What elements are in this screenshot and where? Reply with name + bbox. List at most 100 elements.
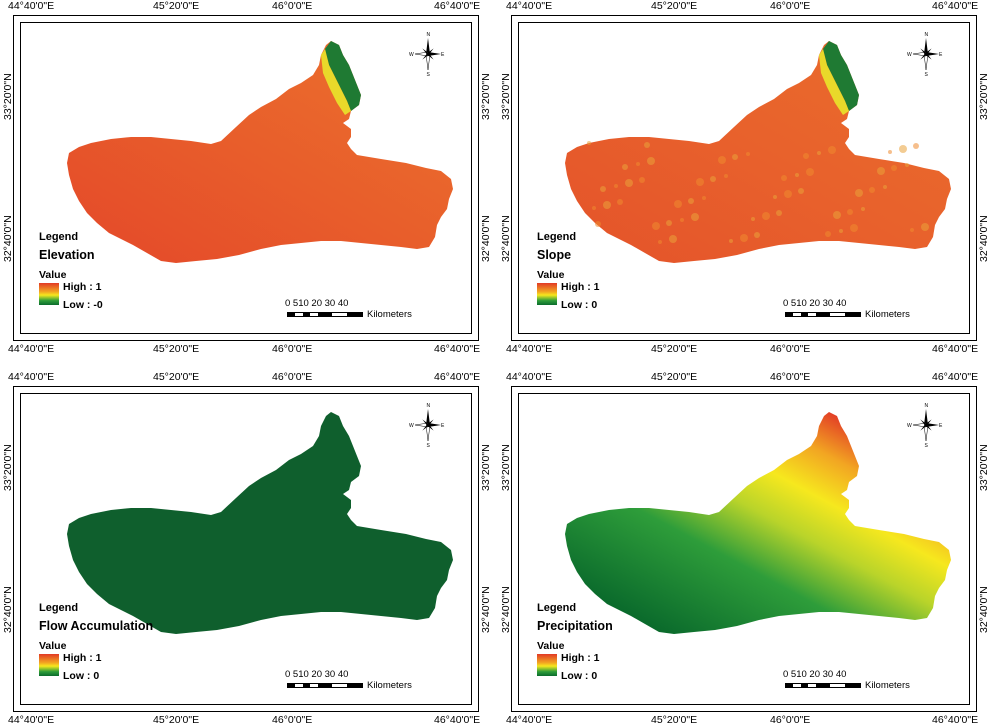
slope-texture xyxy=(658,240,662,244)
north-label: N xyxy=(925,403,929,409)
scale-bar-unit: Kilometers xyxy=(367,309,412,320)
highland-band xyxy=(823,41,859,111)
slope-texture xyxy=(905,163,909,167)
legend-value-label: Value xyxy=(39,640,67,652)
scale-bar-unit: Kilometers xyxy=(367,680,412,691)
slope-texture xyxy=(855,189,863,197)
west-label: W xyxy=(409,52,414,58)
slope-texture xyxy=(636,162,640,166)
legend-title: Legend xyxy=(537,231,577,243)
legend-low-label: Low : -0 xyxy=(63,299,103,311)
lon-label-top: 44°40'0"E xyxy=(8,0,55,12)
slope-texture xyxy=(644,142,650,148)
map-frame: N S E W Legend Slope Value High : 1 Low … xyxy=(518,22,970,334)
map-frame-outer xyxy=(511,15,977,341)
legend-high-label: High : 1 xyxy=(561,281,600,293)
scale-bar-unit: Kilometers xyxy=(865,680,910,691)
slope-texture xyxy=(691,213,699,221)
slope-texture xyxy=(825,231,831,237)
color-ramp xyxy=(39,654,59,676)
legend-title: Legend xyxy=(39,602,79,614)
north-arrow-icon: N S E W xyxy=(409,403,445,449)
legend-high-label: High : 1 xyxy=(63,652,102,664)
map-panel: 44°40'0"E 45°20'0"E 46°0'0"E 46°40'0"E 4… xyxy=(498,371,991,727)
highland-transition xyxy=(321,49,351,115)
slope-texture xyxy=(639,177,645,183)
lon-label-bottom: 46°40'0"E xyxy=(932,714,979,726)
north-arrow-icon: N S E W xyxy=(409,32,445,78)
north-arrow-icon: N S E W xyxy=(907,403,943,449)
layer-name: Elevation xyxy=(39,248,95,262)
slope-texture xyxy=(773,195,777,199)
slope-texture xyxy=(781,175,787,181)
slope-texture xyxy=(798,188,804,194)
slope-texture xyxy=(762,212,770,220)
lat-label-right: 33°20'0"N xyxy=(978,73,990,120)
lon-label-top: 45°20'0"E xyxy=(651,0,698,12)
slope-texture xyxy=(688,198,694,204)
study-area-raster xyxy=(67,41,453,263)
east-label: E xyxy=(441,52,445,58)
lon-label-top: 46°40'0"E xyxy=(932,371,979,383)
legend-value-label: Value xyxy=(537,640,565,652)
slope-texture xyxy=(833,211,841,219)
slope-texture xyxy=(647,157,655,165)
slope-texture xyxy=(614,184,618,188)
legend-high-label: High : 1 xyxy=(63,281,102,293)
legend-low-label: Low : 0 xyxy=(63,670,100,682)
slope-texture xyxy=(729,239,733,243)
slope-texture xyxy=(740,234,748,242)
south-label: S xyxy=(925,72,929,78)
slope-texture xyxy=(724,174,728,178)
slope-texture xyxy=(913,143,919,149)
slope-texture xyxy=(625,179,633,187)
scale-bar xyxy=(785,312,861,317)
west-label: W xyxy=(907,423,912,429)
layer-name: Flow Accumulation xyxy=(39,619,154,633)
lon-label-bottom: 45°20'0"E xyxy=(153,714,200,726)
north-arrow-icon: N S E W xyxy=(907,32,943,78)
slope-texture xyxy=(710,176,716,182)
slope-texture xyxy=(795,173,799,177)
map-frame-outer xyxy=(511,386,977,712)
lon-label-bottom: 46°0'0"E xyxy=(272,343,313,355)
west-label: W xyxy=(409,423,414,429)
legend-title: Legend xyxy=(39,231,79,243)
slope-texture xyxy=(592,206,596,210)
slope-texture xyxy=(877,167,885,175)
slope-texture xyxy=(669,235,677,243)
lat-label-right: 32°40'0"N xyxy=(978,586,990,633)
map-panel: 44°40'0"E 45°20'0"E 46°0'0"E 46°40'0"E 4… xyxy=(0,371,493,727)
legend-low-label: Low : 0 xyxy=(561,299,598,311)
map-frame-outer xyxy=(13,15,479,341)
scale-bar-ticks: 0 510 20 30 40 xyxy=(285,298,349,309)
lon-label-bottom: 44°40'0"E xyxy=(506,714,553,726)
lon-label-top: 46°0'0"E xyxy=(272,0,313,12)
study-area-shape xyxy=(565,41,951,263)
study-area-shape xyxy=(565,412,951,634)
east-label: E xyxy=(441,423,445,429)
slope-texture xyxy=(828,146,836,154)
slope-texture xyxy=(891,165,897,171)
lon-label-bottom: 45°20'0"E xyxy=(651,714,698,726)
lon-label-top: 45°20'0"E xyxy=(153,0,200,12)
map-panel: 44°40'0"E 45°20'0"E 46°0'0"E 46°40'0"E 4… xyxy=(0,0,493,356)
scale-bar-ticks: 0 510 20 30 40 xyxy=(783,298,847,309)
lon-label-bottom: 46°40'0"E xyxy=(434,714,481,726)
lon-label-top: 46°0'0"E xyxy=(770,371,811,383)
map-panel: 44°40'0"E 45°20'0"E 46°0'0"E 46°40'0"E 4… xyxy=(498,0,991,356)
slope-texture xyxy=(847,209,853,215)
east-label: E xyxy=(939,52,943,58)
slope-texture xyxy=(806,168,814,176)
slope-texture xyxy=(603,201,611,209)
map-frame: N S E W Legend Flow Accumulation Value H… xyxy=(20,393,472,705)
lon-label-top: 45°20'0"E xyxy=(651,371,698,383)
slope-texture xyxy=(732,154,738,160)
slope-texture xyxy=(622,164,628,170)
slope-texture xyxy=(680,218,684,222)
slope-texture xyxy=(803,153,809,159)
slope-texture xyxy=(600,186,606,192)
study-area-shape xyxy=(67,412,453,634)
lon-label-bottom: 46°40'0"E xyxy=(932,343,979,355)
scale-bar xyxy=(287,312,363,317)
